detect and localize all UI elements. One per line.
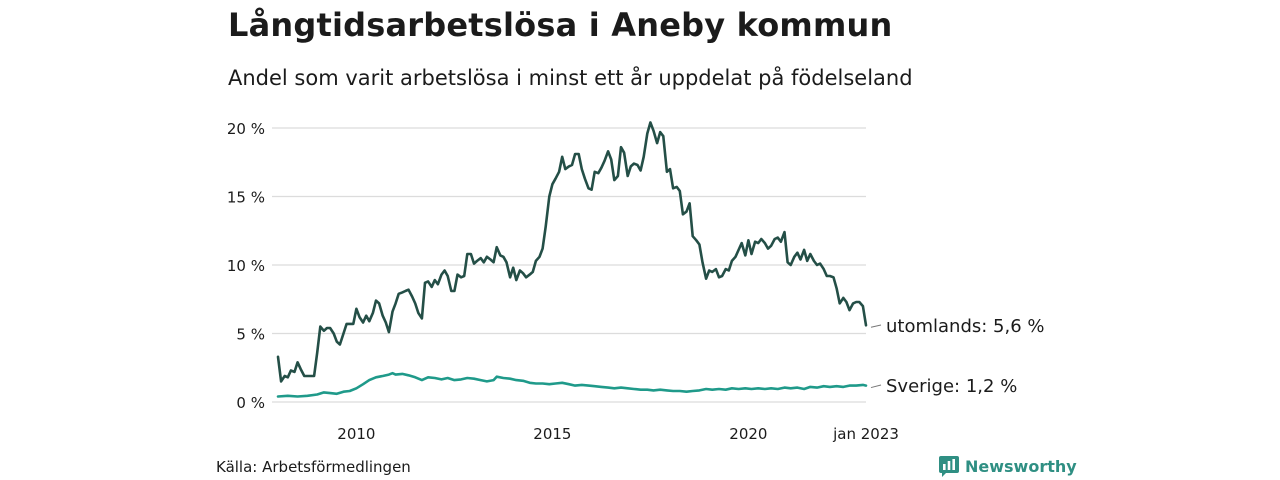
- series-line-utomlands: [276, 121, 868, 383]
- y-tick-label: 20 %: [227, 120, 265, 138]
- x-axis-ticks: 2010 2015 2020 jan 2023: [337, 425, 899, 443]
- y-tick-label: 5 %: [236, 326, 265, 344]
- chart-title: Långtidsarbetslösa i Aneby kommun: [228, 6, 893, 44]
- y-tick-label: 15 %: [227, 189, 265, 207]
- x-tick-label: 2015: [533, 425, 571, 443]
- line-chart: 0 %5 %10 %15 %20 % 2010 2015 2020 jan 2023 …: [227, 120, 1045, 443]
- chart-subtitle: Andel som varit arbetslösa i minst ett å…: [228, 66, 913, 90]
- series-end-labels: utomlands: 5,6 % Sverige: 1,2 %: [870, 316, 1045, 397]
- series-end-label: utomlands: 5,6 %: [886, 316, 1045, 337]
- series-line-sverige: [276, 371, 868, 398]
- y-tick-label: 10 %: [227, 257, 265, 275]
- brand-name: Newsworthy: [965, 456, 1077, 476]
- y-axis-ticks: 0 % 5 % 10 % 15 % 20 %: [227, 120, 265, 412]
- y-tick-label: 0 %: [236, 394, 265, 412]
- brand-logo: Newsworthy: [938, 455, 1077, 477]
- end-label-connector: [870, 324, 882, 328]
- end-label-connector: [870, 384, 882, 389]
- newsworthy-logo-icon: [939, 456, 959, 477]
- source-note: Källa: Arbetsförmedlingen: [216, 458, 411, 476]
- x-tick-label: 2010: [337, 425, 375, 443]
- x-tick-label: 2020: [729, 425, 767, 443]
- x-tick-label: jan 2023: [832, 425, 899, 443]
- series-lines: [276, 121, 868, 398]
- gridlines: [272, 127, 866, 403]
- series-end-label: Sverige: 1,2 %: [886, 376, 1017, 397]
